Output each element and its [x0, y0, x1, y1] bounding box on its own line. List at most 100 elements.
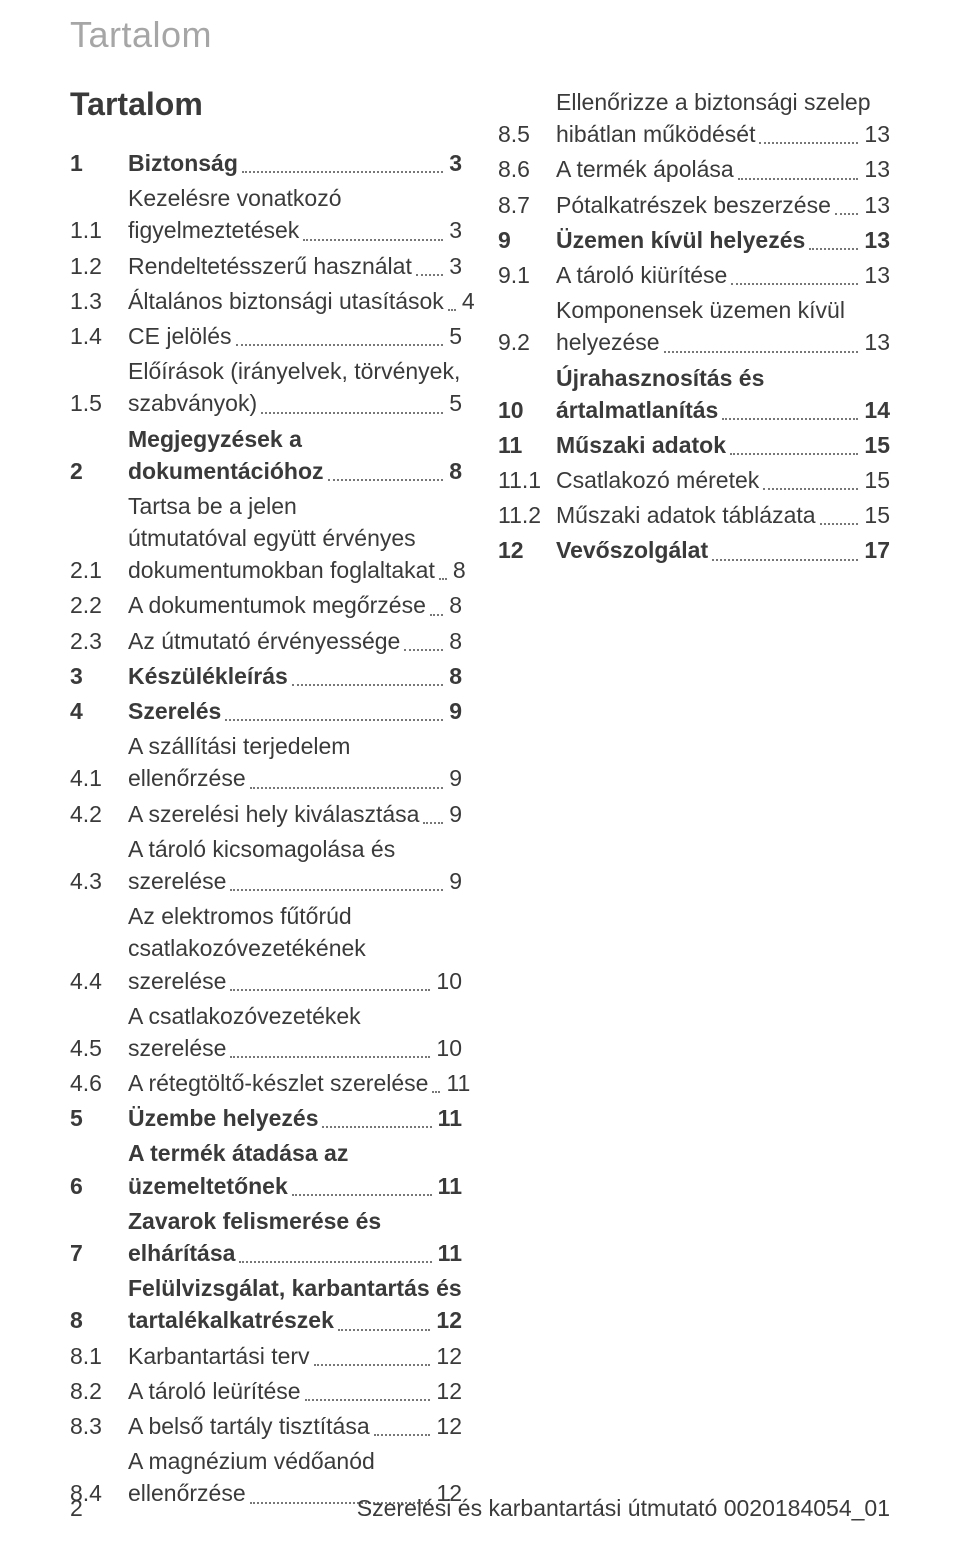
toc-number: 4: [70, 695, 128, 727]
toc-text: A belső tartály tisztítása: [128, 1410, 370, 1442]
toc-text: Komponensek üzemen kívül: [556, 294, 890, 326]
toc-line: figyelmeztetések3: [128, 214, 462, 246]
toc-number: 9.2: [498, 326, 556, 358]
toc-text: elhárítása: [128, 1237, 235, 1269]
toc-number: 4.3: [70, 865, 128, 897]
toc-number: 11.2: [498, 499, 556, 531]
toc-page: 8: [447, 455, 462, 487]
toc-line: ellenőrzése9: [128, 762, 462, 794]
toc-text: üzemeltetőnek: [128, 1170, 288, 1202]
toc-row: 6A termék átadása azüzemeltetőnek11: [70, 1137, 462, 1201]
toc-row: 4Szerelés9: [70, 695, 462, 727]
toc-row: 8.5Ellenőrizze a biztonsági szelephibátl…: [498, 86, 890, 150]
toc-text: Műszaki adatok táblázata: [556, 499, 816, 531]
toc-text-wrap: Készülékleírás8: [128, 660, 462, 692]
toc-text: Csatlakozó méretek: [556, 464, 759, 496]
toc-line: Csatlakozó méretek 15: [556, 464, 890, 496]
toc-text-wrap: Pótalkatrészek beszerzése13: [556, 189, 890, 221]
toc-number: 9.1: [498, 259, 556, 291]
toc-line: CE jelölés5: [128, 320, 462, 352]
toc-text: Felülvizsgálat, karbantartás és: [128, 1272, 462, 1304]
toc-number: 1.4: [70, 320, 128, 352]
toc-text-wrap: Üzembe helyezés11: [128, 1102, 462, 1134]
toc-row: 4.1A szállítási terjedelemellenőrzése9: [70, 730, 462, 794]
toc-leader: [763, 488, 858, 490]
toc-row: 12Vevőszolgálat17: [498, 534, 890, 566]
toc-text-wrap: Az útmutató érvényessége8: [128, 625, 462, 657]
toc-text: CE jelölés: [128, 320, 232, 352]
toc-leader: [328, 479, 444, 481]
toc-leader: [314, 1364, 431, 1366]
toc-text-wrap: A belső tartály tisztítása12: [128, 1410, 462, 1442]
toc-leader: [242, 171, 443, 173]
toc-text: A termék átadása az: [128, 1137, 462, 1169]
toc-leader: [730, 453, 858, 455]
toc-text-wrap: Az elektromos fűtőrúdcsatlakozóvezetékén…: [128, 900, 462, 997]
toc-text: Kezelésre vonatkozó: [128, 182, 462, 214]
toc-text: hibátlan működését: [556, 118, 755, 150]
toc-text-wrap: A tároló kiürítése13: [556, 259, 890, 291]
toc-leader: [664, 351, 859, 353]
toc-text: helyezése: [556, 326, 660, 358]
footer: 2 Szerelési és karbantartási útmutató 00…: [70, 1495, 890, 1522]
footer-page-number: 2: [70, 1495, 83, 1522]
toc-leader: [416, 274, 443, 276]
toc-number: 1.3: [70, 285, 128, 317]
toc-number: 12: [498, 534, 556, 566]
toc-text: szerelése: [128, 965, 226, 997]
toc-leader: [439, 578, 447, 580]
toc-text-wrap: Kezelésre vonatkozófigyelmeztetések3: [128, 182, 462, 246]
toc-row: 10Újrahasznosítás ésártalmatlanítás14: [498, 362, 890, 426]
toc-text-wrap: Műszaki adatok táblázata15: [556, 499, 890, 531]
toc-text: A szállítási terjedelem: [128, 730, 462, 762]
toc-text: dokumentumokban foglaltakat: [128, 554, 435, 586]
toc-text: A tároló kiürítése: [556, 259, 727, 291]
toc-line: dokumentumokban foglaltakat 8: [128, 554, 466, 586]
toc-text: Ellenőrizze a biztonsági szelep: [556, 86, 890, 118]
toc-page: 14: [862, 394, 890, 426]
toc-leader: [820, 523, 859, 525]
toc-number: 3: [70, 660, 128, 692]
toc-text: Újrahasznosítás és: [556, 362, 890, 394]
toc-line: A tároló kiürítése13: [556, 259, 890, 291]
toc-number: 4.5: [70, 1032, 128, 1064]
toc-number: 6: [70, 1170, 128, 1202]
toc-text: csatlakozóvezetékének: [128, 932, 462, 964]
toc-page: 11: [436, 1102, 462, 1134]
toc-text: ártalmatlanítás: [556, 394, 718, 426]
toc-text-wrap: A szállítási terjedelemellenőrzése9: [128, 730, 462, 794]
toc-page: 9: [447, 865, 462, 897]
toc-number: 2: [70, 455, 128, 487]
toc-text-wrap: CE jelölés5: [128, 320, 462, 352]
toc-text-wrap: A tároló leürítése12: [128, 1375, 462, 1407]
toc-leader: [303, 239, 443, 241]
toc-row: 8.6A termék ápolása13: [498, 153, 890, 185]
toc-text: Karbantartási terv: [128, 1340, 310, 1372]
toc-text: Pótalkatrészek beszerzése: [556, 189, 831, 221]
toc-text: Az útmutató érvényessége: [128, 625, 400, 657]
toc-number: 9: [498, 224, 556, 256]
toc-leader: [261, 412, 443, 414]
toc-number: 8.1: [70, 1340, 128, 1372]
toc-leader: [250, 787, 444, 789]
toc-text-wrap: A termék ápolása13: [556, 153, 890, 185]
toc-text: Készülékleírás: [128, 660, 288, 692]
toc-leader: [230, 989, 430, 991]
toc-page: 9: [447, 762, 462, 794]
toc-row: 8.7Pótalkatrészek beszerzése13: [498, 189, 890, 221]
toc-line: A tároló leürítése12: [128, 1375, 462, 1407]
toc-text-wrap: Újrahasznosítás ésártalmatlanítás 14: [556, 362, 890, 426]
toc-page: 8: [451, 554, 466, 586]
toc-text: Szerelés: [128, 695, 221, 727]
toc-text-wrap: Műszaki adatok15: [556, 429, 890, 461]
toc-leader: [835, 213, 859, 215]
toc-row: 4.4Az elektromos fűtőrúdcsatlakozóvezeté…: [70, 900, 462, 997]
toc-row: 1.2Rendeltetésszerű használat3: [70, 250, 462, 282]
toc-line: Rendeltetésszerű használat3: [128, 250, 462, 282]
toc-row: 11Műszaki adatok15: [498, 429, 890, 461]
toc-text-wrap: Biztonság3: [128, 147, 462, 179]
toc-line: Készülékleírás8: [128, 660, 462, 692]
toc-text: szabványok): [128, 387, 257, 419]
toc-number: 4.6: [70, 1067, 128, 1099]
toc-page: 15: [862, 464, 890, 496]
